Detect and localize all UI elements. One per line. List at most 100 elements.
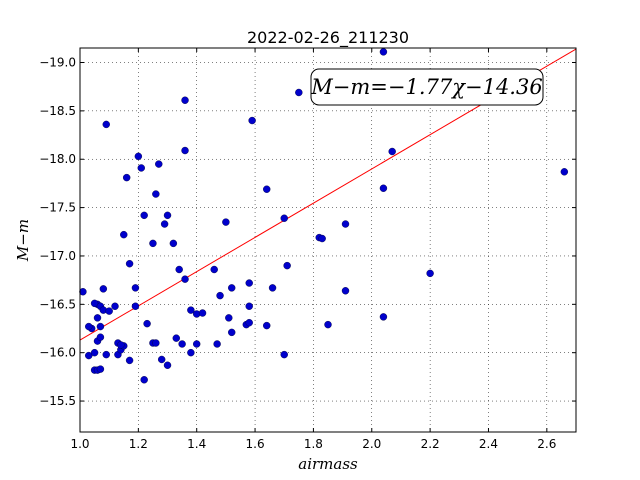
data-point [181, 146, 189, 155]
data-point [105, 307, 113, 315]
data-point [225, 314, 233, 322]
data-point [198, 309, 207, 317]
data-point [426, 269, 434, 278]
data-point [248, 116, 256, 125]
data-point [341, 220, 350, 228]
x-axis-label: airmass [298, 455, 358, 473]
grid [79, 48, 576, 432]
data-point [137, 164, 145, 172]
x-tick-label: 1.0 [70, 437, 89, 451]
data-point [85, 322, 93, 331]
data-point [169, 239, 178, 248]
data-point [111, 302, 119, 310]
data-point [263, 185, 271, 193]
y-tick-label: −18.5 [39, 104, 76, 118]
data-point [85, 351, 93, 360]
data-point [131, 302, 140, 310]
data-point [122, 173, 131, 182]
data-point [96, 322, 105, 331]
data-point [157, 355, 166, 364]
y-tick-label: −18.0 [39, 152, 76, 166]
data-point [388, 147, 396, 156]
y-tick-label: −17.5 [39, 201, 76, 215]
data-point [163, 361, 172, 369]
data-point [125, 259, 134, 268]
data-point [193, 340, 201, 348]
data-point [280, 350, 288, 359]
data-point [263, 321, 271, 330]
data-point [117, 341, 125, 349]
x-tick-label: 2.6 [537, 437, 556, 451]
data-point [140, 211, 148, 220]
data-point [155, 160, 163, 168]
x-tick-label: 2.2 [421, 437, 440, 451]
y-tick-label: −17.0 [39, 249, 76, 263]
data-point [172, 334, 180, 342]
y-axis-label: M−m [14, 219, 32, 262]
data-point [102, 120, 110, 129]
data-point [228, 284, 236, 292]
data-point [379, 184, 388, 192]
data-point [222, 218, 230, 226]
data-points [79, 48, 569, 384]
data-point [152, 190, 160, 198]
data-point [90, 348, 99, 357]
data-point [216, 291, 224, 300]
data-point [245, 279, 253, 287]
data-point [160, 220, 169, 228]
data-point [210, 265, 218, 274]
data-point [163, 211, 172, 220]
data-point [178, 340, 186, 348]
data-point [99, 285, 108, 293]
data-point [96, 333, 105, 341]
data-point [102, 350, 110, 359]
x-tick-label: 1.4 [187, 437, 206, 451]
data-point [341, 287, 350, 295]
data-point [245, 319, 253, 327]
data-point [181, 96, 189, 104]
data-point [213, 340, 221, 348]
chart-title: 2022-02-26_211230 [247, 28, 409, 48]
data-point [143, 319, 151, 328]
data-point [379, 48, 388, 56]
fit-annotation-box [310, 68, 544, 106]
data-point [228, 328, 236, 337]
data-point [560, 168, 569, 176]
x-tick-label: 1.6 [246, 437, 265, 451]
data-point [131, 284, 140, 292]
data-point [140, 376, 148, 384]
data-point [93, 314, 102, 322]
data-point [295, 88, 303, 97]
data-point [149, 239, 157, 248]
axis-ticks [79, 48, 576, 432]
data-point [187, 306, 195, 314]
x-tick-label: 2.0 [362, 437, 381, 451]
y-tick-label: −19.0 [39, 56, 76, 70]
data-point [283, 261, 291, 270]
x-tick-label: 1.8 [304, 437, 323, 451]
fit-annotation-text: M−m=−1.77χ−14.36 [310, 75, 542, 99]
data-point [268, 284, 277, 292]
y-tick-labels: −15.5 −16.0 −16.5 −17.0 −17.5 −18.0 −18.5 −19.0 [39, 56, 76, 409]
data-point [90, 299, 99, 308]
fit-annotation: M−m=−1.77χ−14.36 [310, 68, 544, 106]
y-tick-label: −16.0 [39, 346, 76, 360]
data-point [318, 234, 326, 243]
data-point [280, 214, 288, 222]
data-point [187, 348, 195, 357]
plot-frame [79, 47, 577, 433]
x-tick-label: 1.2 [129, 437, 148, 451]
x-tick-labels: 1.0 1.2 1.4 1.6 1.8 2.0 2.2 2.4 2.6 [70, 437, 556, 451]
data-point [245, 302, 253, 310]
data-point [175, 265, 183, 274]
data-point [152, 339, 160, 347]
y-tick-label: −15.5 [39, 394, 76, 408]
data-point [134, 152, 143, 161]
data-point [120, 230, 128, 239]
data-point [181, 275, 189, 283]
y-tick-label: −16.5 [39, 297, 76, 311]
data-point [324, 320, 332, 329]
data-point [379, 313, 388, 321]
data-point [125, 356, 134, 365]
